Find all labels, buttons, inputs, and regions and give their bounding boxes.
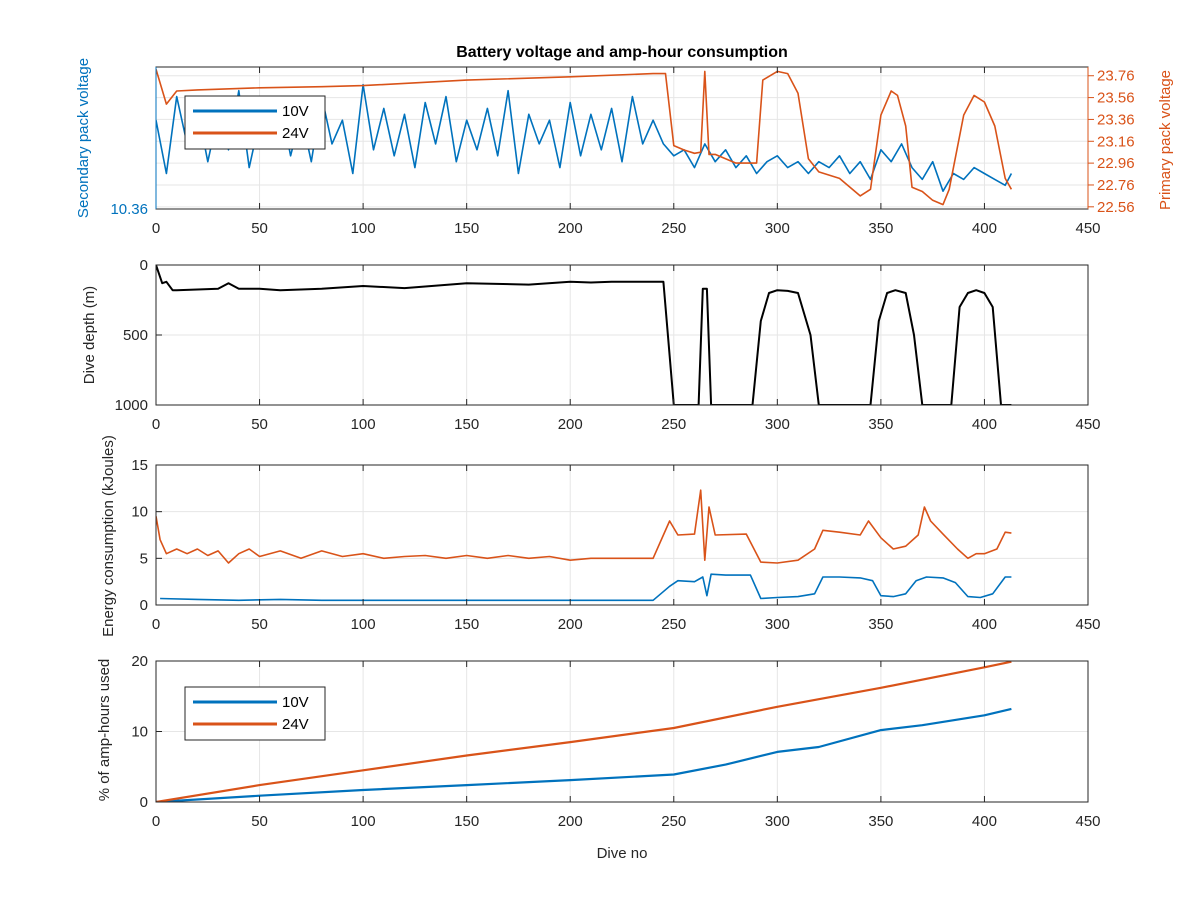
x-tick-label: 0 (152, 220, 160, 237)
x-tick-label: 350 (868, 220, 893, 237)
y-tick-label: 0 (140, 597, 148, 614)
x-tick-label: 100 (351, 616, 376, 633)
x-tick-label: 150 (454, 416, 479, 433)
y-right-tick-label: 22.96 (1097, 155, 1135, 172)
x-tick-label: 400 (972, 416, 997, 433)
legend-box (184, 95, 326, 150)
series-line-1 (156, 265, 1012, 405)
y-tick-label: 10.36 (110, 201, 148, 218)
y-right-tick-label: 23.76 (1097, 68, 1135, 85)
x-tick-label: 450 (1075, 220, 1100, 237)
y-tick-label: 1000 (115, 397, 148, 414)
x-tick-label: 200 (558, 813, 583, 830)
x-tick-label: 0 (152, 616, 160, 633)
x-tick-label: 200 (558, 220, 583, 237)
legend-label-10v: 10V (282, 103, 309, 120)
x-tick-label: 400 (972, 813, 997, 830)
series-line-1 (160, 573, 1012, 602)
x-tick-label: 450 (1075, 813, 1100, 830)
panel-3: 0 50 100 150 200 250 300 350 400 450 0 5 10 15 Energy … (100, 435, 1101, 637)
y-right-tick-label: 22.76 (1097, 177, 1135, 194)
x-tick-label: 300 (765, 416, 790, 433)
y-tick-label: 20 (131, 653, 148, 670)
x-tick-label: 250 (661, 616, 686, 633)
x-tick-label: 200 (558, 616, 583, 633)
x-tick-label: 450 (1075, 416, 1100, 433)
y-axis-label: Energy consumption (kJoules) (100, 435, 117, 637)
series-line-24v (156, 661, 1012, 802)
x-tick-label: 400 (972, 220, 997, 237)
series-line-10v (156, 707, 1012, 802)
y-right-axis-label: Primary pack voltage (1157, 70, 1174, 210)
x-tick-label: 350 (868, 813, 893, 830)
axes-box (155, 464, 1089, 606)
y-right-tick-label: 23.36 (1097, 111, 1135, 128)
series-line-24v (156, 68, 1013, 206)
panel-4: 0 50 100 150 200 250 300 350 400 450 0 10 20 % of amp… (96, 653, 1101, 830)
x-tick-label: 350 (868, 616, 893, 633)
series-line-2 (156, 489, 1012, 564)
x-tick-label: 250 (661, 416, 686, 433)
x-tick-label: 150 (454, 220, 479, 237)
chart-title: Battery voltage and amp-hour consumption (456, 44, 788, 61)
x-tick-label: 100 (351, 416, 376, 433)
legend-box (184, 686, 326, 741)
x-tick-label: 100 (351, 220, 376, 237)
x-tick-label: 450 (1075, 616, 1100, 633)
x-axis-label: Dive no (597, 845, 648, 862)
y-tick-label: 0 (140, 794, 148, 811)
legend-label-10v: 10V (282, 694, 309, 711)
y-tick-label: 500 (123, 327, 148, 344)
y-right-tick-label: 23.56 (1097, 90, 1135, 107)
x-tick-label: 300 (765, 220, 790, 237)
legend-label-24v: 24V (282, 716, 309, 733)
panel-1: 0 50 100 150 200 250 300 350 400 450 10.36 22.56 22.… (75, 58, 1174, 237)
x-tick-label: 0 (152, 813, 160, 830)
legend-label-24v: 24V (282, 125, 309, 142)
y-right-tick-label: 23.16 (1097, 133, 1135, 150)
y-axis-label: % of amp-hours used (96, 659, 113, 802)
x-tick-label: 0 (152, 416, 160, 433)
x-tick-label: 200 (558, 416, 583, 433)
panel-2: 0 50 100 150 200 250 300 350 400 450 0 500 1000 Dive … (81, 257, 1101, 433)
y-axis-label: Secondary pack voltage (75, 58, 92, 218)
y-tick-label: 10 (131, 504, 148, 521)
x-tick-label: 50 (251, 220, 268, 237)
y-axis-label: Dive depth (m) (81, 286, 98, 384)
x-tick-label: 300 (765, 616, 790, 633)
x-tick-label: 50 (251, 416, 268, 433)
y-tick-label: 0 (140, 257, 148, 274)
x-tick-label: 50 (251, 616, 268, 633)
x-tick-label: 250 (661, 220, 686, 237)
y-tick-label: 5 (140, 550, 148, 567)
x-tick-label: 250 (661, 813, 686, 830)
y-tick-label: 10 (131, 724, 148, 741)
x-tick-label: 150 (454, 616, 479, 633)
x-tick-label: 400 (972, 616, 997, 633)
x-tick-label: 100 (351, 813, 376, 830)
y-tick-label: 15 (131, 457, 148, 474)
x-tick-label: 300 (765, 813, 790, 830)
y-right-tick-label: 22.56 (1097, 199, 1135, 216)
x-tick-label: 50 (251, 813, 268, 830)
x-tick-label: 150 (454, 813, 479, 830)
x-tick-label: 350 (868, 416, 893, 433)
